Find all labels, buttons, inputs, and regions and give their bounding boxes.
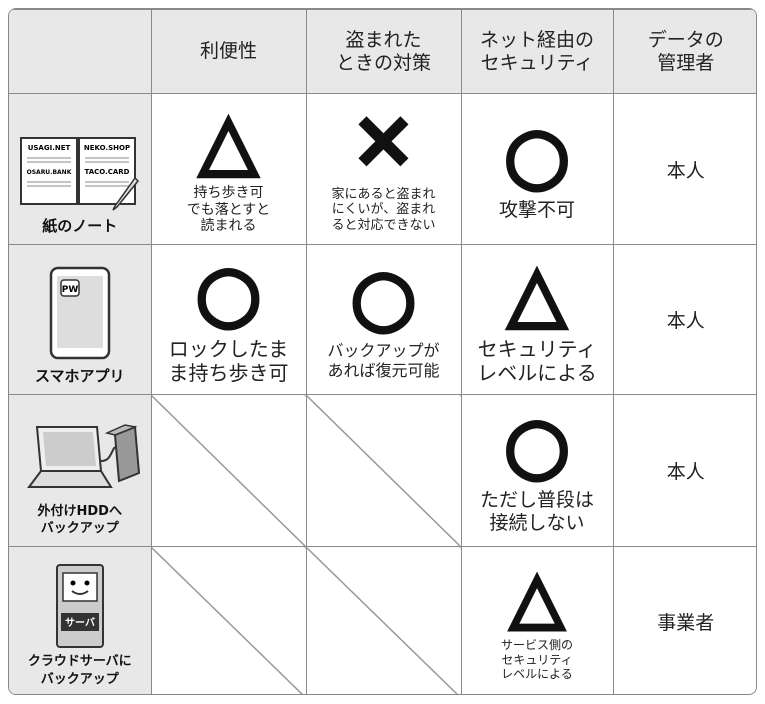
row-header: PW スマホアプリ: [9, 244, 152, 395]
icon-text: サーバ: [65, 617, 95, 629]
icon-text: USAGI.NET: [27, 144, 70, 152]
row-header: USAGI.NET NEKO.SHOP OSARU.BANK TACO.CARD…: [9, 93, 152, 245]
rating-cell: △ サービス側の セキュリティ レベルによる: [460, 546, 614, 694]
rating-cell: ○ ロックしたま ま持ち歩き可: [150, 244, 307, 395]
rating-note: セキュリティ レベルによる: [477, 336, 597, 385]
manager-cell: 事業者: [612, 546, 756, 694]
row-label: 紙のノート: [42, 216, 118, 235]
row-label: クラウドサーバに バックアップ: [27, 654, 132, 687]
rating-cell: ○ ただし普段は 接続しない: [460, 394, 614, 547]
icon-text: NEKO.SHOP: [84, 144, 130, 152]
rating-symbol: ○: [193, 247, 263, 337]
rating-note: 持ち歩き可 でも落とすと 読まれる: [186, 184, 271, 235]
row-label: 外付けHDDへ バックアップ: [37, 503, 122, 537]
notebook-icon: USAGI.NET NEKO.SHOP OSARU.BANK TACO.CARD: [19, 136, 139, 211]
rating-symbol: △: [506, 247, 568, 337]
rating-symbol: △: [508, 556, 566, 639]
row-header: 外付けHDDへ バックアップ: [9, 394, 152, 547]
icon-text: OSARU.BANK: [26, 169, 71, 176]
column-header: 盗まれた ときの対策: [305, 9, 462, 94]
manager: 本人: [666, 310, 705, 332]
empty-cell: [150, 394, 307, 547]
rating-symbol: ○: [348, 252, 418, 342]
rating-cell: △ 持ち歩き可 でも落とすと 読まれる: [150, 93, 307, 245]
row: 外付けHDDへ バックアップ ○ ただし普段は 接続しない 本人: [9, 394, 756, 547]
manager: 事業者: [657, 612, 715, 635]
icon-text: TACO.CARD: [84, 168, 129, 176]
rating-note: 家にあると盗まれ にくいが、盗まれ ると対応できない: [331, 186, 436, 233]
rating-note: バックアップが あれば復元可能: [327, 341, 440, 380]
column-header: データの 管理者: [612, 9, 756, 94]
row: PW スマホアプリ ○ ロックしたま ま持ち歩き可 ○ バックアップが あれば復元可能 △ セ…: [9, 244, 756, 395]
column-header: 利便性: [150, 9, 307, 94]
rating-cell: ✕ 家にあると盗まれ にくいが、盗まれ ると対応できない: [305, 93, 462, 245]
empty-cell: [305, 394, 462, 547]
row-label: スマホアプリ: [34, 366, 125, 385]
rating-note: 攻撃不可: [498, 198, 575, 221]
server-icon: サーバ: [55, 564, 104, 649]
empty-cell: [150, 546, 307, 694]
phone-icon: PW: [49, 266, 110, 359]
hdd-icon: [26, 424, 140, 488]
manager: 本人: [666, 461, 705, 483]
rating-cell: △ セキュリティ レベルによる: [460, 244, 614, 395]
rating-cell: ○ バックアップが あれば復元可能: [305, 244, 462, 395]
header-row: 利便性 盗まれた ときの対策 ネット経由の セキュリティ データの 管理者: [9, 9, 756, 94]
comparison-table: 利便性 盗まれた ときの対策 ネット経由の セキュリティ データの 管理者 USAGI…: [8, 8, 757, 695]
row-header: サーバクラウドサーバに バックアップ: [9, 546, 152, 694]
row: サーバクラウドサーバに バックアップ △ サービス側の セキュリティ レベルによる 事…: [9, 546, 756, 694]
manager-cell: 本人: [612, 244, 756, 395]
row: USAGI.NET NEKO.SHOP OSARU.BANK TACO.CARD…: [9, 93, 756, 245]
rating-cell: ○ 攻撃不可: [460, 93, 614, 245]
icon-text: PW: [61, 285, 78, 295]
rating-note: サービス側の セキュリティ レベルによる: [500, 638, 573, 681]
rating-symbol: ○: [502, 399, 572, 489]
rating-note: ロックしたま ま持ち歩き可: [168, 336, 289, 385]
manager: 本人: [666, 159, 705, 182]
rating-symbol: ○: [502, 109, 572, 199]
manager-cell: 本人: [612, 394, 756, 547]
rating-symbol: △: [197, 95, 259, 185]
table: 利便性 盗まれた ときの対策 ネット経由の セキュリティ データの 管理者 USAGI…: [9, 9, 756, 694]
empty-cell: [305, 546, 462, 694]
manager-cell: 本人: [612, 93, 756, 245]
column-header: ネット経由の セキュリティ: [460, 9, 614, 94]
rating-symbol: ✕: [350, 97, 418, 187]
corner-cell: [9, 9, 152, 94]
rating-note: ただし普段は 接続しない: [479, 488, 594, 534]
